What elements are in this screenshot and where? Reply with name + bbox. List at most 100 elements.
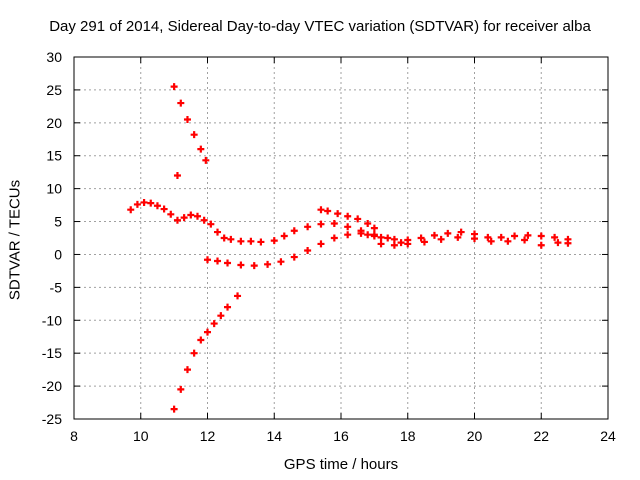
data-point xyxy=(377,233,385,241)
data-point xyxy=(202,156,210,164)
data-point xyxy=(250,262,258,270)
x-tick-label: 12 xyxy=(200,428,216,444)
data-point xyxy=(551,233,559,241)
data-point xyxy=(420,238,428,246)
data-point xyxy=(324,207,332,215)
data-point xyxy=(390,235,398,243)
data-point xyxy=(204,256,211,264)
data-point xyxy=(364,220,372,228)
data-point xyxy=(173,216,181,224)
data-point xyxy=(344,231,352,239)
data-point xyxy=(237,237,245,245)
data-point xyxy=(404,240,412,248)
data-point xyxy=(160,205,168,213)
data-point xyxy=(444,229,452,237)
data-point xyxy=(210,320,218,328)
data-point xyxy=(204,328,211,336)
data-point xyxy=(190,131,198,139)
y-tick-label: 15 xyxy=(46,148,62,164)
x-tick-label: 16 xyxy=(333,428,349,444)
data-point xyxy=(214,228,222,236)
data-point xyxy=(177,99,185,107)
x-tick-label: 22 xyxy=(533,428,549,444)
data-point xyxy=(183,366,191,374)
data-point xyxy=(454,233,462,241)
data-point xyxy=(497,233,505,241)
data-point xyxy=(364,231,372,239)
data-point xyxy=(140,198,148,206)
y-tick-label: 5 xyxy=(54,214,62,230)
y-tick-label: 25 xyxy=(46,82,62,98)
data-point xyxy=(127,206,135,214)
data-point xyxy=(370,231,378,239)
data-point xyxy=(133,200,141,208)
x-tick-label: 14 xyxy=(266,428,282,444)
data-point xyxy=(484,233,492,241)
data-point xyxy=(277,258,285,266)
data-point xyxy=(187,211,195,219)
y-tick-label: -15 xyxy=(42,345,62,361)
data-point xyxy=(270,237,278,245)
series-isolated-point xyxy=(173,171,181,179)
data-point xyxy=(357,229,365,237)
data-point xyxy=(504,237,512,245)
data-point xyxy=(330,234,338,242)
data-point xyxy=(190,349,198,357)
data-point xyxy=(237,261,245,269)
data-point xyxy=(430,231,438,239)
data-point xyxy=(247,237,255,245)
y-tick-label: -10 xyxy=(42,312,62,328)
data-point xyxy=(524,231,532,239)
x-tick-label: 18 xyxy=(400,428,416,444)
chart-title: Day 291 of 2014, Sidereal Day-to-day VTE… xyxy=(49,18,591,35)
y-tick-label: 10 xyxy=(46,181,62,197)
data-point xyxy=(377,240,385,248)
x-tick-label: 20 xyxy=(467,428,483,444)
y-tick-label: 30 xyxy=(46,49,62,65)
data-point xyxy=(200,216,208,224)
data-point xyxy=(344,223,352,231)
series-descending-streak xyxy=(170,83,210,164)
data-point xyxy=(180,214,188,222)
x-axis-label: GPS time / hours xyxy=(283,456,399,473)
data-point xyxy=(217,312,225,320)
data-point xyxy=(457,228,465,236)
series-late-band xyxy=(364,228,572,244)
data-point xyxy=(471,235,478,243)
data-point xyxy=(564,239,572,247)
series-early-arc-upper xyxy=(127,198,378,246)
series-evening-arc xyxy=(317,206,378,232)
x-tick-label: 8 xyxy=(70,428,78,444)
series-late-band-lower xyxy=(377,233,572,249)
data-point xyxy=(354,215,362,223)
y-tick-label: 0 xyxy=(54,246,62,262)
data-point xyxy=(234,292,242,300)
x-tick-label: 10 xyxy=(133,428,149,444)
data-point xyxy=(214,257,222,265)
x-tick-label: 24 xyxy=(600,428,616,444)
data-point xyxy=(280,232,288,240)
data-point xyxy=(227,235,235,243)
data-point xyxy=(170,405,178,413)
data-point xyxy=(511,232,519,240)
data-point xyxy=(537,232,545,240)
data-point xyxy=(304,247,312,255)
data-point xyxy=(487,237,495,245)
data-point xyxy=(521,236,529,244)
data-point xyxy=(207,220,215,228)
data-point xyxy=(397,239,405,247)
data-point xyxy=(257,238,265,246)
data-point xyxy=(147,199,155,207)
y-tick-label: -5 xyxy=(50,279,63,295)
data-point xyxy=(173,171,181,179)
data-point xyxy=(264,260,272,268)
data-point xyxy=(537,241,545,249)
data-point xyxy=(370,224,378,232)
y-tick-label: -25 xyxy=(42,411,62,427)
data-point xyxy=(384,234,392,242)
data-point xyxy=(170,83,178,91)
data-point xyxy=(197,336,205,344)
data-point xyxy=(224,259,232,267)
y-tick-label: 20 xyxy=(46,115,62,131)
